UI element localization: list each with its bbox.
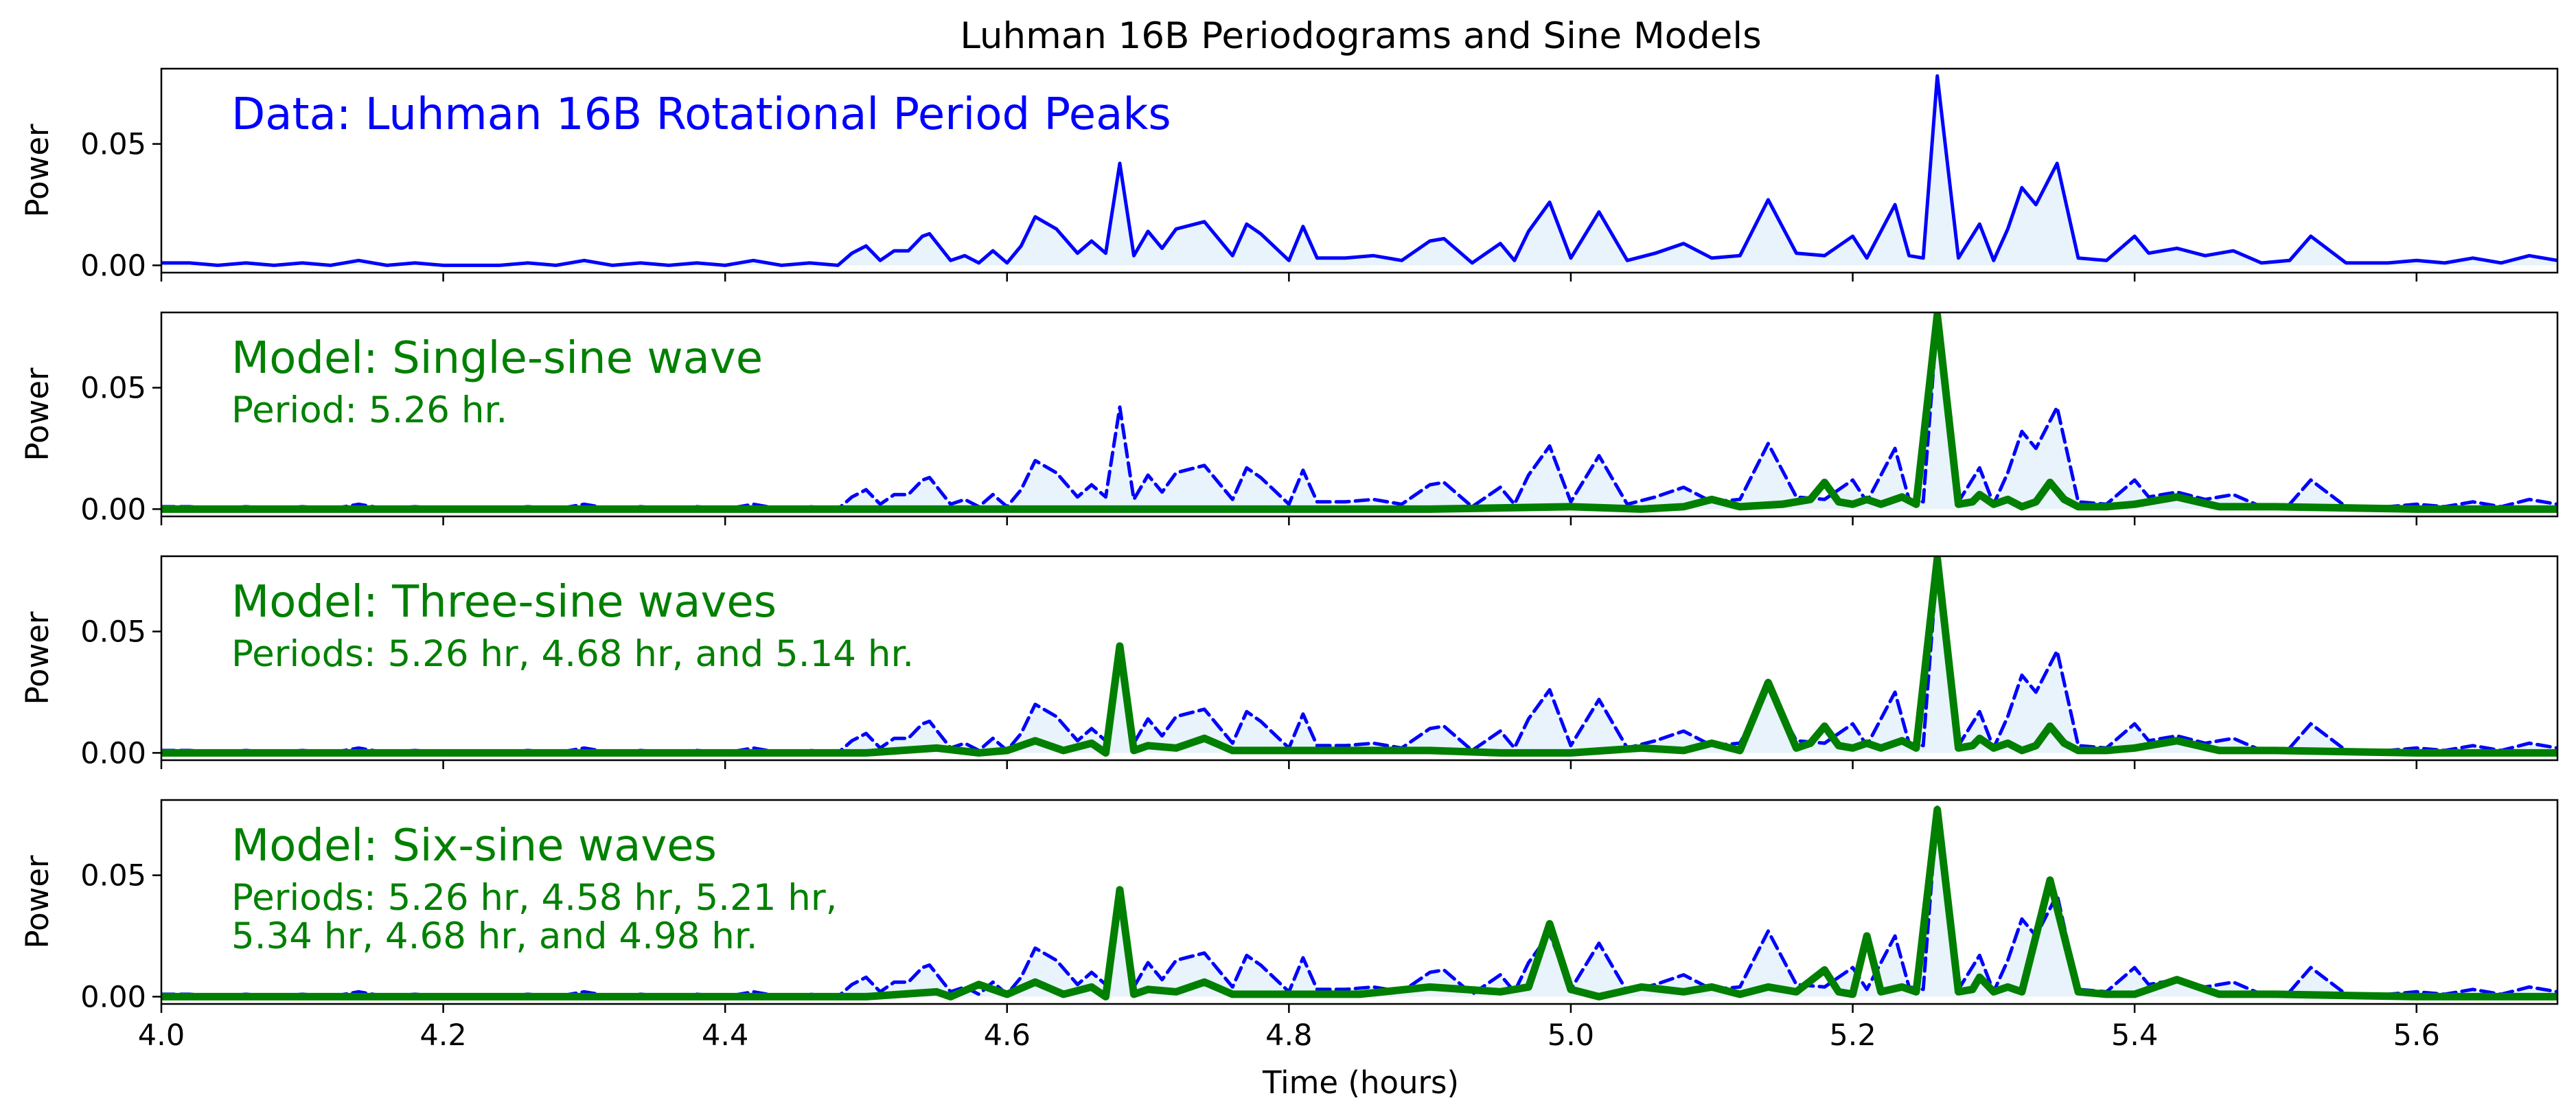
panels-group: 0.00 0.05 Power Data: Luhman 16B Rotational… — [19, 67, 2559, 1053]
axes-frame — [160, 67, 2559, 274]
x-axis-label: Time (hours) — [1262, 1064, 1459, 1101]
y-axis-label: Power — [19, 367, 56, 461]
x-tick-label: 5.2 — [1829, 1018, 1876, 1053]
series-1-line — [161, 562, 2557, 755]
x-tick-label: 4.2 — [419, 1018, 466, 1053]
annotation-title: Model: Six-sine waves — [231, 821, 717, 871]
y-tick-label: 0.00 — [80, 492, 146, 527]
annotation-detail: Periods: 5.26 hr, 4.58 hr, 5.21 hr, — [231, 877, 838, 919]
series-1-fill — [161, 807, 2557, 997]
x-tick-label: 4.0 — [138, 1018, 185, 1053]
annotation-title: Model: Single-sine wave — [231, 333, 763, 384]
plot-area — [161, 74, 2557, 267]
x-tick-label: 4.6 — [984, 1018, 1031, 1053]
y-axis-label: Power — [19, 611, 56, 705]
y-tick-label: 0.00 — [80, 249, 146, 283]
series-1-fill — [161, 319, 2557, 510]
series-1-line — [161, 318, 2557, 511]
x-tick-label: 4.8 — [1265, 1018, 1312, 1053]
panel-3: 0.00 0.05 Power Model: Three-sine waves Peri… — [19, 555, 2559, 770]
panel-4: 0.00 0.05 4.0 4.2 4.4 4.6 4.8 5.0 5.2 5.4 5.6 Power… — [19, 799, 2559, 1053]
y-tick-label: 0.05 — [80, 128, 146, 162]
x-tick-label: 5.4 — [2111, 1018, 2158, 1053]
annotation-detail: 5.34 hr, 4.68 hr, and 4.98 hr. — [231, 915, 758, 957]
annotation-title: Model: Three-sine waves — [231, 577, 777, 628]
axes-frame — [160, 799, 2559, 1005]
series-1-fill — [161, 563, 2557, 753]
y-tick-label: 0.05 — [80, 859, 146, 893]
series-1-fill — [161, 76, 2557, 266]
figure-title: Luhman 16B Periodograms and Sine Models — [960, 15, 1761, 57]
axes-frame — [160, 311, 2559, 518]
y-tick-label: 0.00 — [80, 980, 146, 1014]
panel-2: 0.00 0.05 Power Model: Single-sine wave Peri… — [19, 311, 2559, 527]
y-axis-label: Power — [19, 855, 56, 949]
annotation-detail: Period: 5.26 hr. — [231, 389, 507, 431]
series-1-line — [161, 74, 2557, 267]
y-tick-label: 0.05 — [80, 615, 146, 650]
series-2-line — [161, 805, 2557, 1001]
x-tick-label: 5.6 — [2393, 1018, 2440, 1053]
y-tick-label: 0.00 — [80, 736, 146, 770]
x-tick-label: 5.0 — [1548, 1018, 1594, 1053]
plot-area — [161, 312, 2557, 513]
annotation-detail: Periods: 5.26 hr, 4.68 hr, and 5.14 hr. — [231, 633, 914, 675]
y-axis-label: Power — [19, 124, 56, 218]
series-2-line — [161, 556, 2557, 757]
series-2-line — [161, 312, 2557, 513]
panel-1: 0.00 0.05 Power Data: Luhman 16B Rotational… — [19, 67, 2559, 283]
plot-area — [161, 556, 2557, 757]
y-tick-label: 0.05 — [80, 372, 146, 406]
annotation-title: Data: Luhman 16B Rotational Period Peaks — [231, 89, 1171, 140]
axes-frame — [160, 555, 2559, 762]
plot-area — [161, 805, 2557, 1001]
x-tick-label: 4.4 — [702, 1018, 748, 1053]
